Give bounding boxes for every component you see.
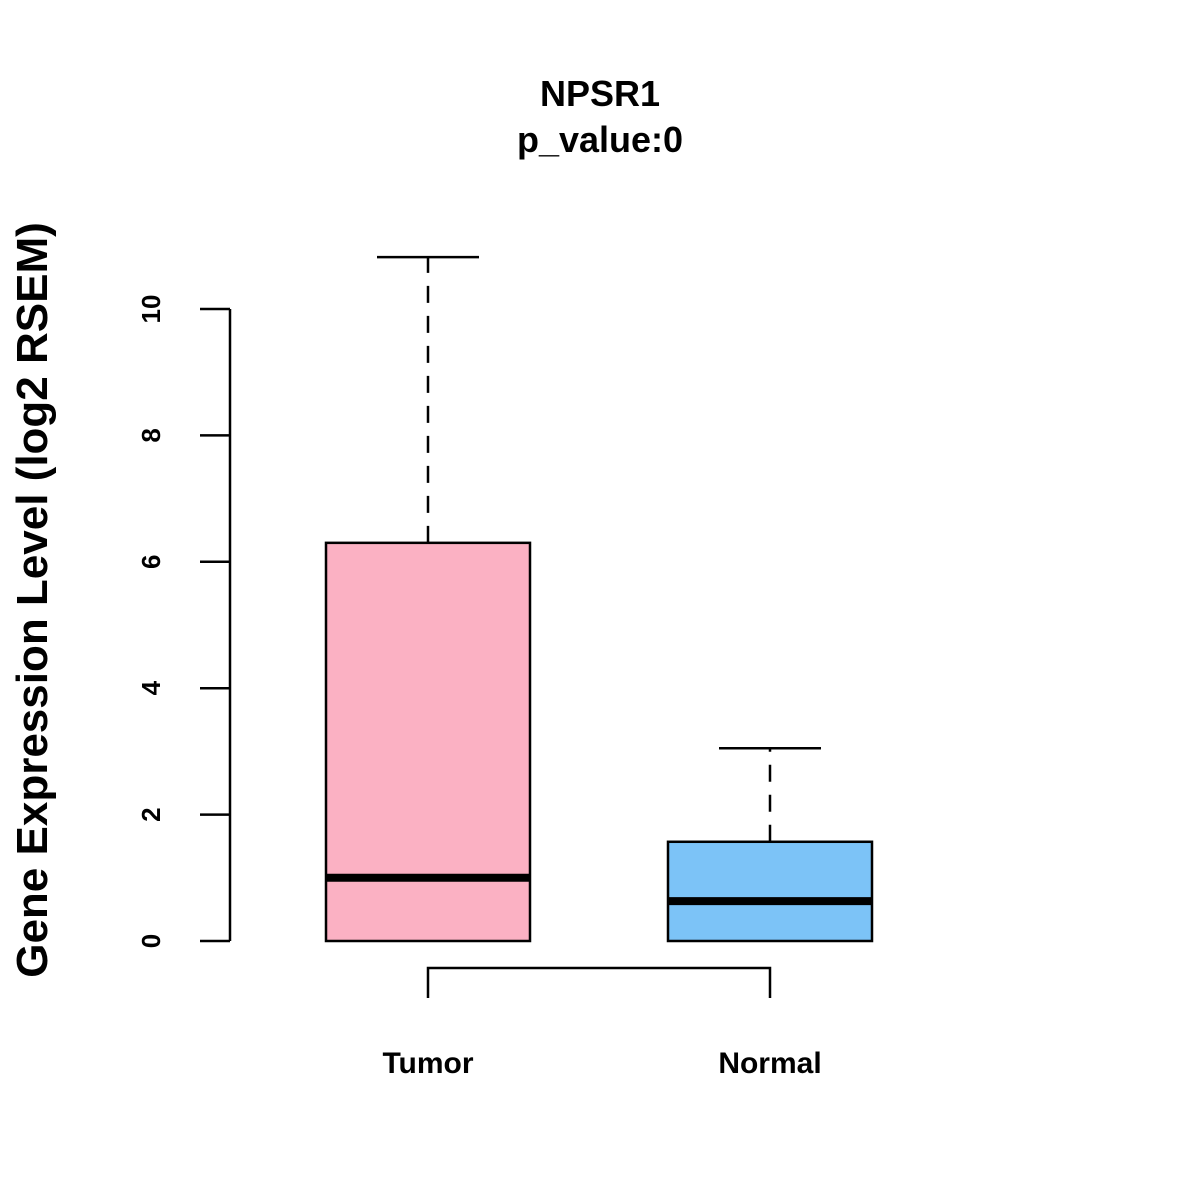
y-tick-label-6: 6 xyxy=(136,555,166,569)
y-tick-label-8: 8 xyxy=(136,428,166,442)
iqr-box-normal xyxy=(666,840,874,943)
box-tumor xyxy=(324,255,532,943)
y-tick-label-4: 4 xyxy=(136,680,166,695)
y-axis-label: Gene Expression Level (log2 RSEM) xyxy=(8,222,57,978)
x-category-normal: Normal xyxy=(718,1047,821,1080)
chart-subtitle: p_value:0 xyxy=(517,119,683,160)
chart-title: NPSR1 xyxy=(540,73,660,114)
boxes xyxy=(324,255,874,943)
y-axis: 0 2 4 6 8 10 xyxy=(136,295,232,948)
y-tick-label-10: 10 xyxy=(136,295,166,324)
x-axis-categories: Tumor Normal xyxy=(382,1047,821,1080)
y-tick-label-2: 2 xyxy=(136,807,166,821)
box-normal xyxy=(666,746,874,943)
comparison-bracket xyxy=(426,966,772,998)
bracket-line xyxy=(426,966,772,998)
y-tick-label-0: 0 xyxy=(136,934,166,948)
x-category-tumor: Tumor xyxy=(382,1047,473,1080)
